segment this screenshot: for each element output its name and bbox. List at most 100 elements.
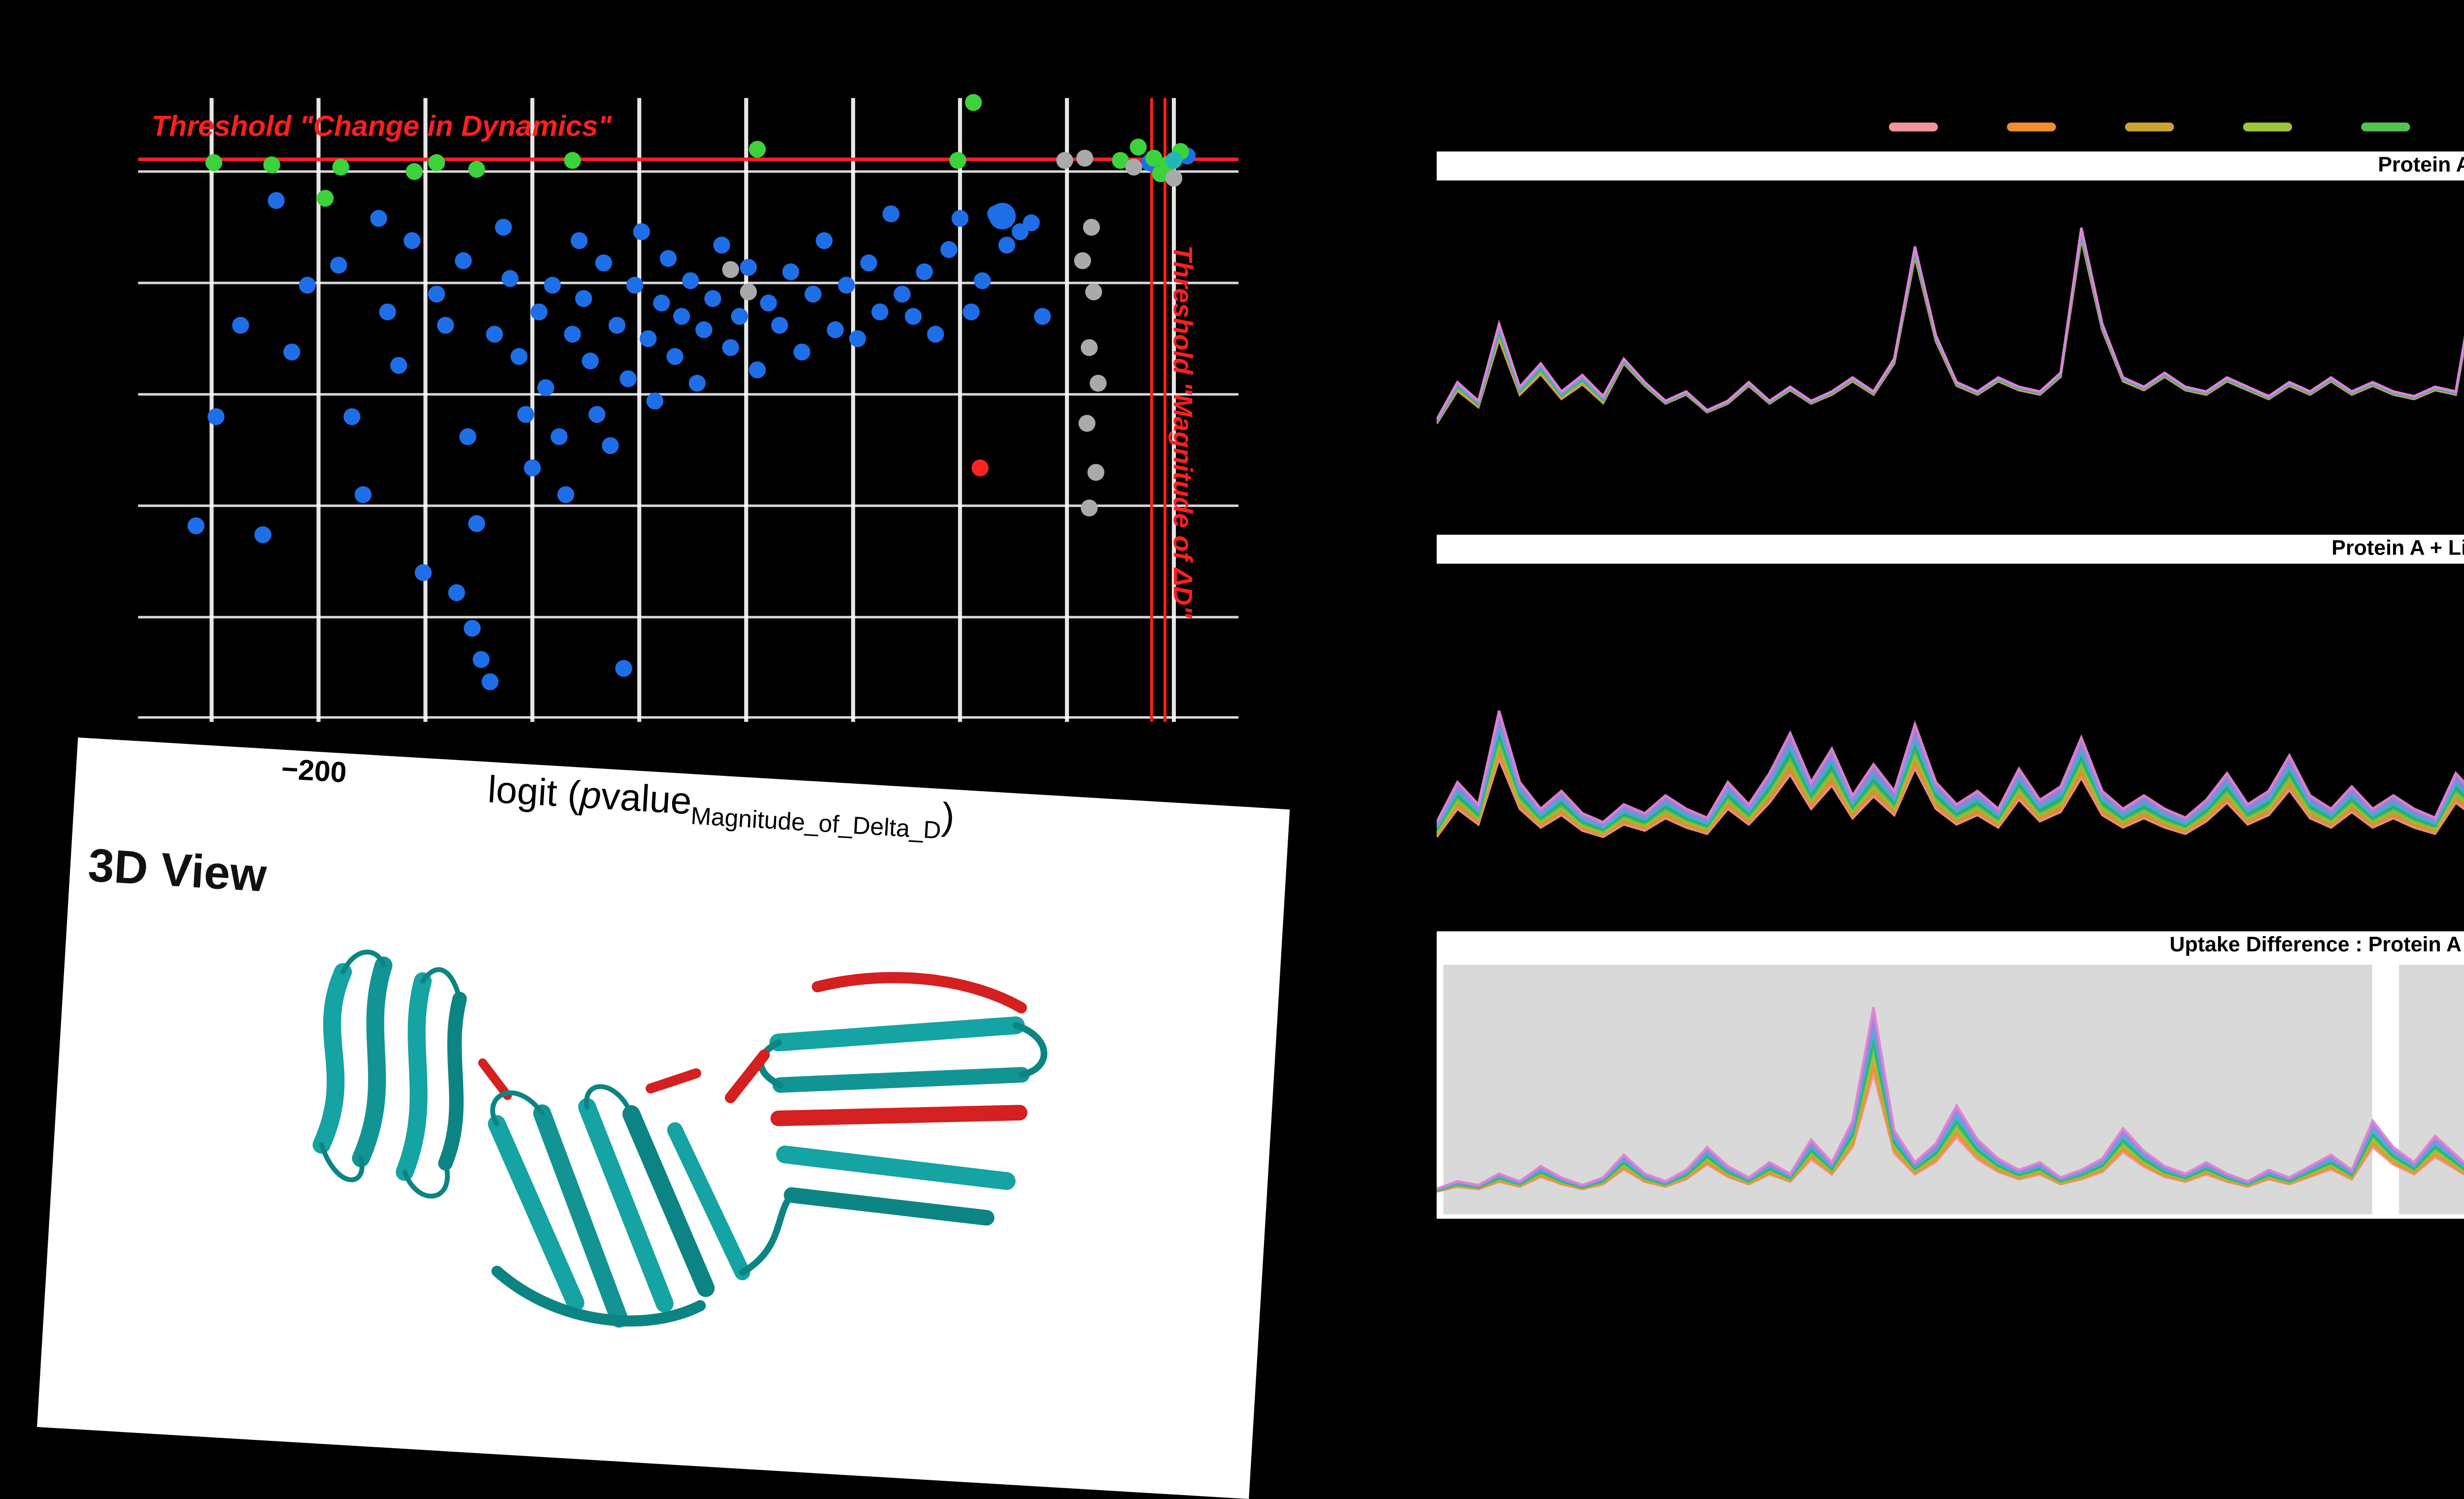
scatter-point-blue[interactable] bbox=[437, 316, 454, 334]
scatter-point-blue[interactable] bbox=[659, 250, 677, 267]
scatter-point-gray[interactable] bbox=[1076, 149, 1094, 167]
scatter-point-blue[interactable] bbox=[354, 486, 372, 503]
scatter-point-blue[interactable] bbox=[575, 290, 592, 307]
scatter-point-green[interactable] bbox=[1152, 165, 1169, 182]
scatter-point-blue[interactable] bbox=[749, 361, 766, 379]
scatter-point-green[interactable] bbox=[1112, 152, 1129, 169]
scatter-point-blue[interactable] bbox=[459, 428, 477, 446]
scatter-point-blue[interactable] bbox=[771, 316, 788, 334]
scatter-point-blue[interactable] bbox=[838, 277, 855, 294]
scatter-point-blue[interactable] bbox=[501, 270, 519, 287]
scatter-point-green[interactable] bbox=[949, 152, 966, 169]
scatter-point-green[interactable] bbox=[263, 156, 280, 174]
scatter-point-blue[interactable] bbox=[486, 325, 503, 343]
scatter-point-blue[interactable] bbox=[464, 620, 481, 637]
scatter-point-blue[interactable] bbox=[704, 290, 721, 307]
scatter-point-blue[interactable] bbox=[481, 673, 499, 691]
scatter-point-blue[interactable] bbox=[782, 263, 799, 280]
scatter-point-blue[interactable] bbox=[495, 218, 512, 236]
scatter-point-blue[interactable] bbox=[871, 303, 889, 320]
scatter-point-blue[interactable] bbox=[962, 303, 980, 320]
scatter-point-blue[interactable] bbox=[468, 515, 485, 532]
scatter-point-blue[interactable] bbox=[414, 564, 432, 581]
scatter-point-blue[interactable] bbox=[343, 408, 361, 425]
scatter-point-blue[interactable] bbox=[653, 294, 670, 312]
scatter-point-blue[interactable] bbox=[510, 348, 528, 365]
scatter-point-blue[interactable] bbox=[927, 325, 944, 343]
legend-dash[interactable] bbox=[2125, 122, 2174, 132]
scatter-point-blue[interactable] bbox=[544, 277, 561, 294]
scatter-point-blue[interactable] bbox=[379, 303, 396, 320]
scatter-point-green[interactable] bbox=[468, 161, 485, 178]
scatter-point-blue[interactable] bbox=[404, 232, 421, 249]
scatter-point-gray[interactable] bbox=[1085, 283, 1102, 301]
scatter-point-blue[interactable] bbox=[989, 203, 1016, 230]
scatter-point-green[interactable] bbox=[406, 163, 423, 180]
scatter-point-blue[interactable] bbox=[517, 406, 534, 423]
scatter-point-red[interactable] bbox=[971, 459, 989, 477]
scatter-point-gray[interactable] bbox=[722, 261, 739, 279]
scatter-point-blue[interactable] bbox=[595, 254, 613, 272]
scatter-point-blue[interactable] bbox=[571, 232, 588, 249]
scatter-point-gray[interactable] bbox=[1074, 252, 1091, 270]
scatter-point-blue[interactable] bbox=[893, 285, 911, 303]
scatter-point-blue[interactable] bbox=[646, 392, 664, 410]
scatter-point-blue[interactable] bbox=[722, 339, 739, 356]
scatter-point-blue[interactable] bbox=[232, 316, 249, 334]
scatter-point-blue[interactable] bbox=[905, 308, 922, 325]
scatter-point-green[interactable] bbox=[316, 190, 334, 207]
scatter-point-blue[interactable] bbox=[731, 308, 748, 325]
scatter-point-blue[interactable] bbox=[448, 584, 465, 601]
scatter-point-gray[interactable] bbox=[1090, 375, 1107, 392]
scatter-point-blue[interactable] bbox=[537, 379, 554, 396]
scatter-point-blue[interactable] bbox=[740, 259, 757, 276]
scatter-point-blue[interactable] bbox=[207, 408, 225, 425]
scatter-point-blue[interactable] bbox=[974, 272, 991, 289]
scatter-point-blue[interactable] bbox=[916, 263, 933, 280]
scatter-point-blue[interactable] bbox=[608, 316, 626, 334]
scatter-point-blue[interactable] bbox=[582, 352, 599, 370]
scatter-point-gray[interactable] bbox=[1081, 499, 1098, 517]
scatter-point-blue[interactable] bbox=[588, 406, 606, 423]
scatter-point-blue[interactable] bbox=[713, 237, 730, 254]
scatter-point-gray[interactable] bbox=[1087, 464, 1105, 481]
scatter-point-blue[interactable] bbox=[816, 232, 833, 249]
scatter-point-green[interactable] bbox=[1129, 139, 1147, 156]
scatter-point-blue[interactable] bbox=[550, 428, 568, 446]
scatter-point-blue[interactable] bbox=[268, 192, 285, 209]
scatter-point-blue[interactable] bbox=[793, 343, 811, 361]
scatter-point-blue[interactable] bbox=[682, 272, 699, 289]
scatter-point-blue[interactable] bbox=[557, 486, 575, 503]
scatter-point-blue[interactable] bbox=[940, 241, 958, 258]
scatter-point-blue[interactable] bbox=[760, 294, 777, 312]
scatter-point-blue[interactable] bbox=[804, 285, 821, 303]
scatter-point-blue[interactable] bbox=[695, 321, 713, 339]
scatter-point-gray[interactable] bbox=[1081, 339, 1098, 356]
scatter-point-gray[interactable] bbox=[1125, 158, 1142, 176]
scatter-point-blue[interactable] bbox=[187, 517, 205, 534]
scatter-point-blue[interactable] bbox=[826, 321, 844, 339]
scatter-point-blue[interactable] bbox=[330, 256, 347, 274]
scatter-point-blue[interactable] bbox=[619, 370, 637, 387]
scatter-point-gray[interactable] bbox=[1083, 218, 1100, 236]
scatter-point-blue[interactable] bbox=[390, 357, 408, 374]
scatter-point-gray[interactable] bbox=[1165, 170, 1183, 187]
legend-dash[interactable] bbox=[1888, 122, 1938, 132]
scatter-point-green[interactable] bbox=[205, 154, 223, 172]
scatter-point-green[interactable] bbox=[749, 140, 766, 158]
scatter-point-blue[interactable] bbox=[602, 437, 619, 454]
legend-dash[interactable] bbox=[2361, 122, 2410, 132]
scatter-point-green[interactable] bbox=[428, 154, 445, 172]
scatter-point-blue[interactable] bbox=[524, 459, 541, 477]
scatter-point-green[interactable] bbox=[1145, 149, 1163, 167]
scatter-point-gray[interactable] bbox=[1078, 415, 1095, 432]
scatter-point-blue[interactable] bbox=[454, 252, 472, 270]
scatter-point-blue[interactable] bbox=[626, 277, 644, 294]
scatter-point-blue[interactable] bbox=[283, 343, 301, 361]
scatter-point-blue[interactable] bbox=[1034, 308, 1051, 325]
scatter-point-blue[interactable] bbox=[633, 223, 650, 241]
scatter-point-blue[interactable] bbox=[564, 325, 581, 343]
scatter-point-blue[interactable] bbox=[688, 375, 706, 392]
protein-3d-structure[interactable] bbox=[200, 925, 1068, 1364]
scatter-point-blue[interactable] bbox=[428, 285, 445, 303]
